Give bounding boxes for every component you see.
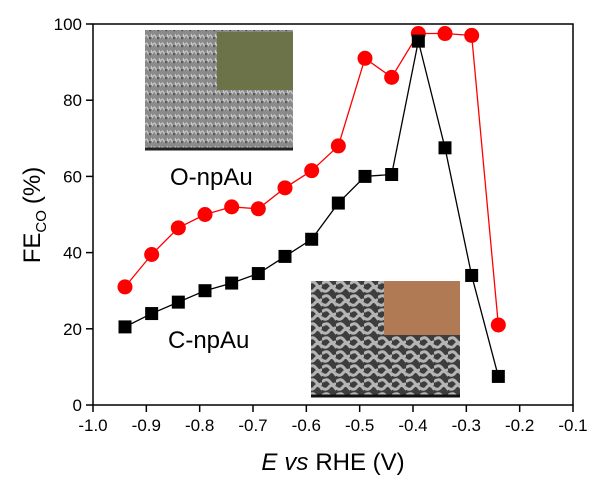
y-tick-label: 80 <box>63 91 82 110</box>
data-point <box>252 267 265 280</box>
chart: FECO (%) Evs RHE (V) 0 20 40 60 80 100 -1.0 -0.9 -… <box>0 0 594 481</box>
x-tick-label: -0.5 <box>345 416 374 435</box>
data-point <box>251 201 266 216</box>
data-point <box>491 317 506 332</box>
data-point <box>384 70 399 85</box>
data-point <box>358 51 373 66</box>
series-label: C-npAu <box>168 327 249 354</box>
data-point <box>412 35 425 48</box>
y-tick-label: 40 <box>63 244 82 263</box>
y-tick-label: 100 <box>54 15 82 34</box>
x-tick-label: -0.7 <box>238 416 267 435</box>
data-point <box>331 138 346 153</box>
x-tick-label: -0.2 <box>505 416 534 435</box>
series-label: O-npAu <box>170 164 253 191</box>
data-point <box>172 296 185 309</box>
y-label-subscript: CO <box>33 210 50 233</box>
data-point <box>465 269 478 282</box>
y-label-main: FE <box>19 233 46 264</box>
x-tick-label: -0.4 <box>398 416 427 435</box>
data-point <box>198 207 213 222</box>
page: {"chart_data": { "type": "line", "x": [-… <box>0 0 594 481</box>
data-point <box>438 26 453 41</box>
data-point <box>224 199 239 214</box>
inset-c-npau <box>311 281 460 397</box>
data-point <box>305 233 318 246</box>
inset-o-npau <box>145 30 293 150</box>
data-point <box>492 370 505 383</box>
y-tick-label: 0 <box>73 396 82 415</box>
x-label-variable: E <box>261 449 278 476</box>
y-tick-label: 60 <box>63 167 82 186</box>
data-point <box>304 163 319 178</box>
data-point <box>145 307 158 320</box>
data-point <box>171 220 186 235</box>
data-point <box>439 141 452 154</box>
x-tick-label: -0.1 <box>558 416 587 435</box>
x-tick-label: -1.0 <box>78 416 107 435</box>
data-point <box>119 320 132 333</box>
x-label-text: RHE (V) <box>315 449 404 476</box>
x-tick-label: -0.9 <box>132 416 161 435</box>
x-tick-label: -0.8 <box>185 416 214 435</box>
data-point <box>278 180 293 195</box>
x-tick-label: -0.3 <box>452 416 481 435</box>
y-tick-label: 20 <box>63 320 82 339</box>
data-point <box>118 279 133 294</box>
data-point <box>464 28 479 43</box>
data-point <box>279 250 292 263</box>
data-point <box>385 168 398 181</box>
y-label-unit: (%) <box>19 167 46 204</box>
data-point <box>332 197 345 210</box>
data-point <box>199 284 212 297</box>
x-tick-label: -0.6 <box>292 416 321 435</box>
data-point <box>144 247 159 262</box>
x-label-connector: vs <box>284 449 308 476</box>
y-axis-label: FECO (%) <box>19 167 50 264</box>
data-point <box>359 170 372 183</box>
data-point <box>225 277 238 290</box>
